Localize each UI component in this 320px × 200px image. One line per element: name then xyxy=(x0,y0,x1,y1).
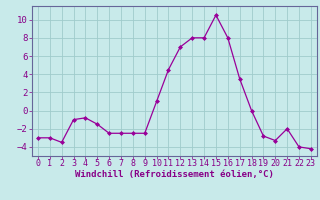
X-axis label: Windchill (Refroidissement éolien,°C): Windchill (Refroidissement éolien,°C) xyxy=(75,170,274,179)
